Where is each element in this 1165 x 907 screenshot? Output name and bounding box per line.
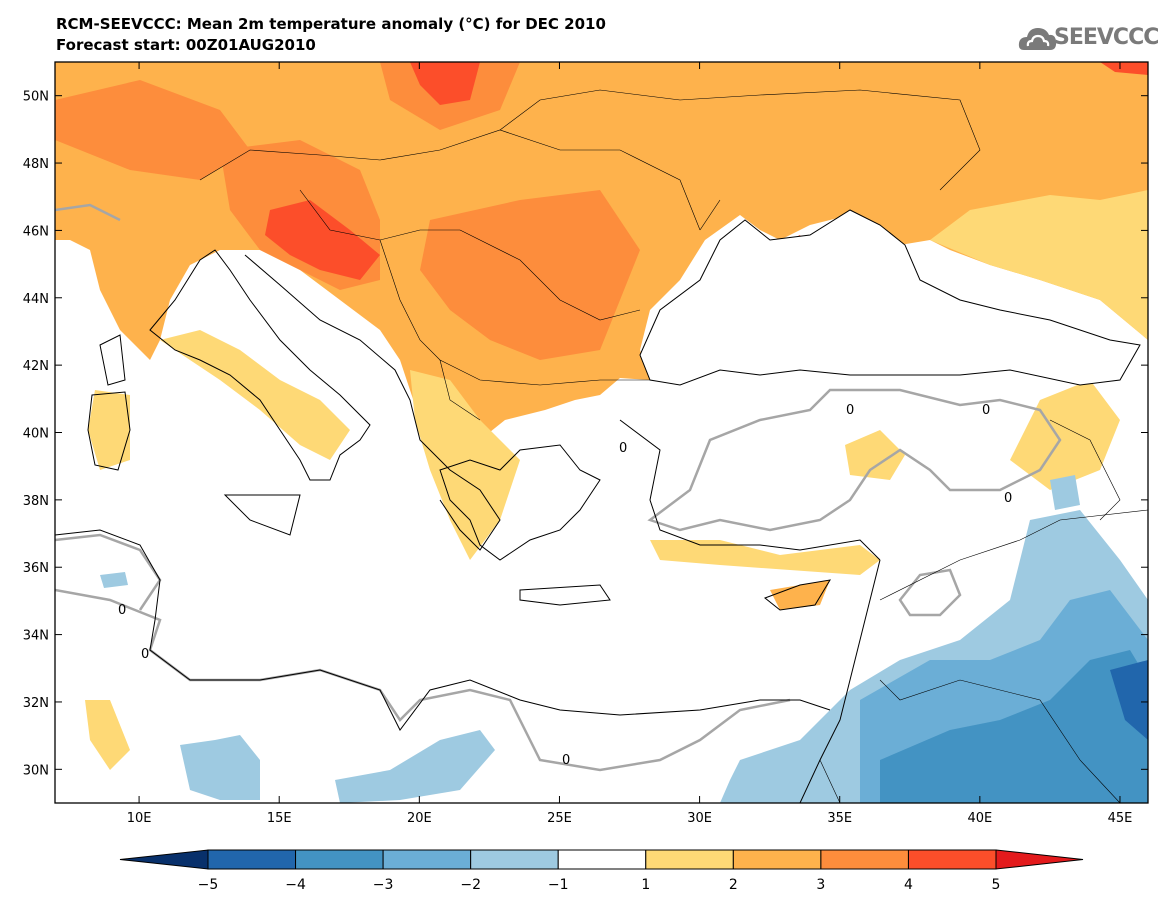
zero-contour-west (55, 533, 162, 611)
country-borders (199, 89, 1148, 803)
axis-ticks: 10E 15E 20E 25E 30E 35E 40E 45E 30N 32N 34N 36N 38N 4… (23, 62, 1148, 826)
colorbar-segment (820, 849, 909, 870)
lat-tick-label: 42N (23, 359, 49, 374)
colorbar-max-arrow (995, 849, 1084, 870)
lat-tick-label: 48N (23, 157, 49, 172)
lat-tick-label: 44N (23, 292, 49, 307)
colorbar-segment (645, 849, 734, 870)
lon-tick-label: 40E (967, 811, 992, 826)
coastlines (55, 209, 1141, 803)
colorbar-label: 4 (904, 877, 913, 893)
warm-anomaly-cyprus (770, 580, 830, 610)
warm-core-balkans (420, 190, 640, 360)
warm-anomaly-caucasus (1010, 380, 1120, 490)
coastline-africa (55, 529, 831, 731)
lat-tick-label: 36N (23, 561, 49, 576)
contour-label: 0 (1004, 491, 1012, 506)
lon-tick-label: 20E (407, 811, 432, 826)
lat-tick-label: 32N (23, 696, 49, 711)
warm-anomaly-libya (85, 700, 130, 770)
lat-tick-label: 34N (23, 629, 49, 644)
black-sea (640, 210, 1140, 385)
map-title: RCM-SEEVCCC: Mean 2m temperature anomaly… (56, 15, 606, 33)
coastline-sardinia (87, 391, 131, 471)
logo-text: SEEVCCC (1054, 25, 1159, 50)
hot-core-poland (410, 62, 480, 105)
contour-label: 0 (846, 403, 854, 418)
lon-tick-label: 35E (827, 811, 852, 826)
zero-contours (55, 203, 1062, 772)
lon-tick-label: 45E (1108, 811, 1133, 826)
contour-label: 0 (562, 753, 570, 768)
zero-contour-turkey (647, 388, 1062, 532)
lat-tick-label: 40N (23, 427, 49, 442)
colorbar-min-arrow (119, 849, 209, 870)
colorbar-label: 1 (641, 877, 650, 893)
coastline-corsica (99, 334, 126, 386)
coastline-cyprus (763, 579, 831, 611)
colorbar-segment (732, 849, 822, 870)
zero-contour-africa (55, 588, 791, 772)
coastline-italy (149, 249, 371, 481)
contour-label: 0 (141, 647, 149, 662)
contour-label: 0 (982, 403, 990, 418)
colorbar-label: −4 (285, 877, 306, 893)
zero-contour-levant (898, 568, 962, 617)
colorbar-segment (382, 849, 472, 870)
warm-anomaly-anatolia (845, 430, 905, 480)
colorbar-segment (470, 849, 559, 870)
cold-anomaly-deep (880, 650, 1148, 803)
cloud-logo-icon (1018, 28, 1057, 50)
lat-tick-label: 30N (23, 763, 49, 778)
warm-anomaly-sardinia (88, 390, 130, 470)
cold-anomaly-turkey-east (1050, 475, 1080, 510)
coastline-crete (519, 584, 611, 606)
colorbar-label: −1 (548, 877, 569, 893)
warm-anomaly-east-europe (930, 190, 1148, 340)
cold-anomaly-ionian (180, 735, 260, 800)
coastline-sicily (223, 494, 301, 536)
coastline-black-sea (639, 209, 1141, 386)
lon-tick-label: 15E (267, 811, 292, 826)
lat-tick-label: 38N (23, 494, 49, 509)
colorbar-label: −3 (373, 877, 394, 893)
contour-label: 0 (118, 603, 126, 618)
warm-core-north (55, 80, 250, 180)
colorbar-segment (907, 849, 997, 870)
zero-contour-italy-north (55, 203, 121, 222)
lat-tick-label: 50N (23, 90, 49, 105)
forecast-start: Forecast start: 00Z01AUG2010 (56, 36, 316, 54)
colorbar-label: 3 (816, 877, 825, 893)
colorbar-label: −2 (460, 877, 481, 893)
hot-core-ne (1100, 62, 1148, 75)
lon-tick-label: 10E (127, 811, 152, 826)
warm-anomaly-italy (160, 330, 350, 460)
lon-tick-label: 30E (687, 811, 712, 826)
colorbar-segment (557, 849, 647, 870)
cold-anomaly-core (1110, 660, 1148, 740)
colorbar: −5 −4 −3 −2 −1 1 2 3 4 5 (119, 849, 1084, 893)
lon-tick-label: 25E (547, 811, 572, 826)
coastline-turkey-south (619, 419, 881, 561)
warm-anomaly-greece (410, 370, 520, 560)
colorbar-label: 5 (992, 877, 1001, 893)
coastline-adriatic (244, 254, 501, 551)
cold-anomaly-tunisia (100, 572, 128, 588)
cold-anomaly-greece-south (335, 730, 495, 803)
coastline-greece (439, 444, 601, 561)
hot-core-croatia (265, 200, 380, 280)
colorbar-label: 2 (729, 877, 738, 893)
colorbar-label: −5 (198, 877, 219, 893)
colorbar-segment (207, 849, 297, 870)
colorbar-segment (295, 849, 384, 870)
lat-tick-label: 46N (23, 224, 49, 239)
contour-label: 0 (619, 441, 627, 456)
warm-anomaly-turkey-coast (650, 540, 880, 575)
anomaly-field (55, 62, 1148, 803)
